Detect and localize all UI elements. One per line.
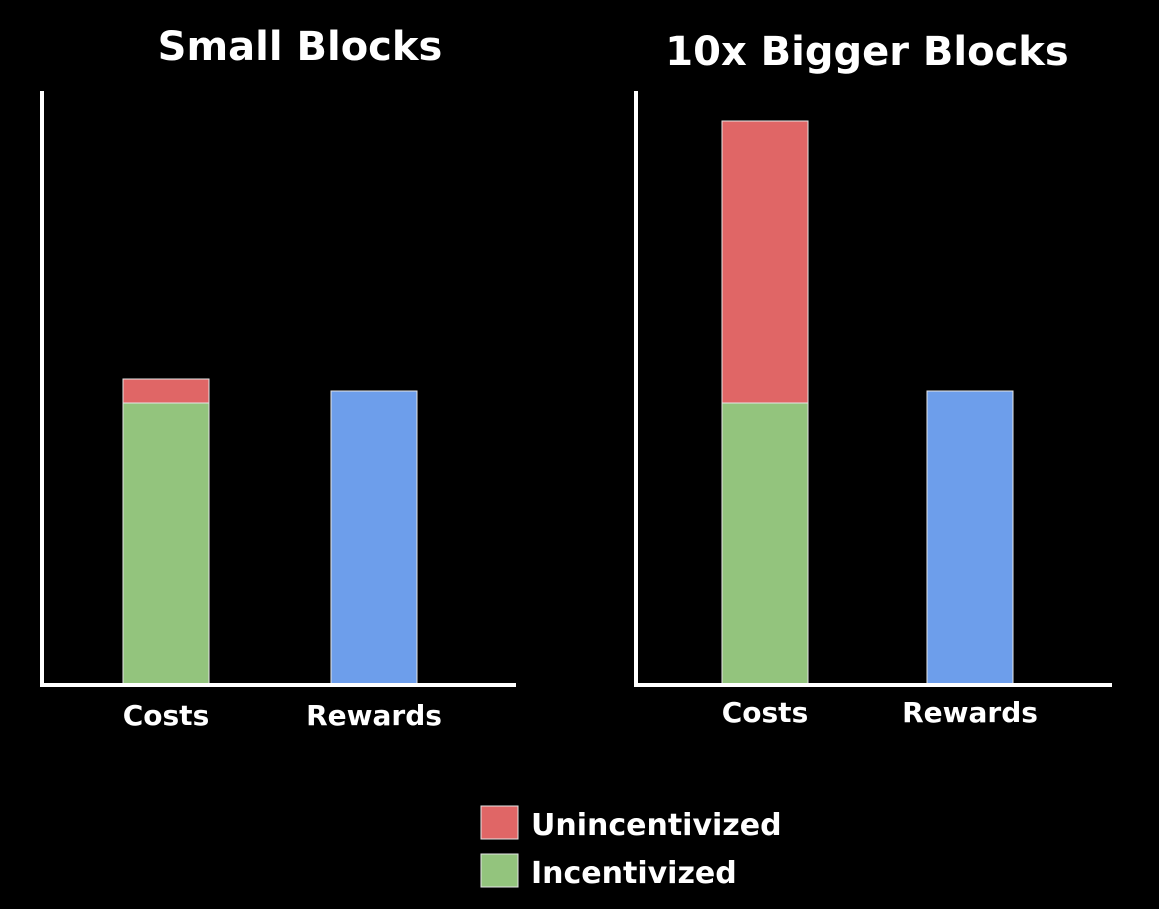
- x-tick-label-rewards: Rewards: [306, 699, 442, 732]
- chart-title: 10x Bigger Blocks: [665, 29, 1068, 75]
- legend: Unincentivized Incentivized: [480, 805, 782, 891]
- chart-title: Small Blocks: [158, 24, 443, 70]
- bar-costs-incentivized: [122, 402, 210, 686]
- x-tick-label-rewards: Rewards: [902, 696, 1038, 729]
- bar-rewards-rewards: [330, 390, 418, 686]
- chart-panel-2: 10x Bigger Blocks Costs Rewards: [634, 29, 1112, 729]
- x-tick-label-costs: Costs: [123, 699, 210, 732]
- legend-label-unincentivized: Unincentivized: [531, 808, 782, 843]
- bar-costs-incentivized: [721, 402, 809, 686]
- chart-panel-1: Small Blocks Costs Rewards: [40, 24, 516, 732]
- legend-label-incentivized: Incentivized: [531, 856, 737, 891]
- x-tick-label-costs: Costs: [722, 696, 809, 729]
- legend-swatch-incentivized: [480, 853, 519, 888]
- bar-costs-unincentivized: [721, 120, 809, 404]
- bar-rewards-rewards: [926, 390, 1014, 686]
- bar-costs-unincentivized: [122, 378, 210, 404]
- legend-swatch-unincentivized: [480, 805, 519, 840]
